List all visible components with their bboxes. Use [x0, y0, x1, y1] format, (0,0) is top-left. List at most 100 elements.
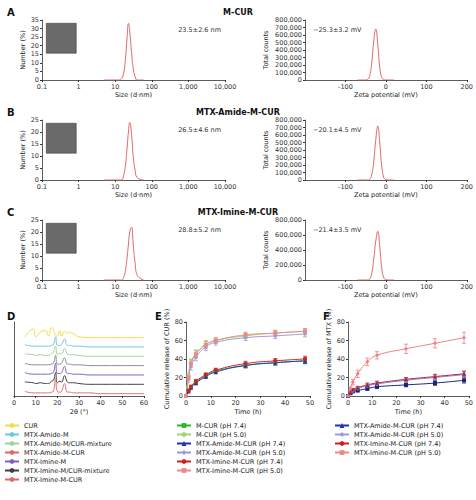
svg-text:0: 0 [384, 83, 388, 91]
svg-text:80: 80 [337, 318, 345, 326]
svg-text:600,000: 600,000 [275, 31, 302, 39]
svg-text:60: 60 [175, 337, 183, 345]
svg-text:40: 40 [175, 355, 183, 363]
svg-text:MTX-Amide-M-CUR (pH 7.4): MTX-Amide-M-CUR (pH 7.4) [354, 422, 443, 430]
svg-text:15: 15 [31, 140, 39, 148]
svg-text:MTX-Imine-M-CUR: MTX-Imine-M-CUR [24, 476, 83, 484]
svg-text:500,000: 500,000 [275, 139, 302, 147]
svg-text:Total counts: Total counts [262, 130, 270, 171]
svg-text:MTX-Amide-M/CUR-mixture: MTX-Amide-M/CUR-mixture [24, 440, 112, 448]
svg-text:300,000: 300,000 [275, 54, 302, 62]
svg-text:CUR: CUR [24, 422, 38, 430]
svg-text:50: 50 [118, 399, 126, 407]
svg-text:30: 30 [416, 399, 424, 407]
svg-text:10: 10 [111, 83, 119, 91]
svg-text:200: 200 [461, 83, 473, 91]
svg-text:400,000: 400,000 [275, 46, 302, 54]
svg-text:−20.1±4.5 mV: −20.1±4.5 mV [313, 126, 362, 134]
svg-text:30: 30 [31, 25, 39, 33]
svg-text:2θ (°): 2θ (°) [70, 408, 89, 416]
svg-text:F: F [323, 311, 330, 322]
svg-text:25: 25 [31, 33, 39, 41]
svg-text:C: C [7, 207, 14, 218]
svg-text:Total counts: Total counts [262, 30, 270, 71]
svg-text:MTX-Imine-M-CUR: MTX-Imine-M-CUR [198, 208, 279, 217]
svg-text:50: 50 [465, 399, 473, 407]
svg-text:30: 30 [75, 399, 83, 407]
svg-text:A: A [7, 7, 15, 18]
svg-text:1,000: 1,000 [179, 283, 198, 291]
svg-text:Size (d·nm): Size (d·nm) [115, 291, 152, 299]
svg-text:B: B [7, 107, 15, 118]
svg-text:M-CUR (pH 7.4): M-CUR (pH 7.4) [196, 422, 246, 430]
svg-text:MTX-Imine-M/CUR-mixture: MTX-Imine-M/CUR-mixture [24, 467, 109, 475]
svg-text:0: 0 [179, 392, 183, 400]
svg-text:10: 10 [111, 283, 119, 291]
svg-text:E: E [155, 311, 162, 322]
svg-text:Number (%): Number (%) [19, 230, 27, 269]
svg-text:MTX-Amide-M-CUR: MTX-Amide-M-CUR [196, 108, 280, 117]
svg-text:-100: -100 [338, 183, 353, 191]
svg-text:10: 10 [31, 252, 39, 260]
svg-text:1,000: 1,000 [179, 83, 198, 91]
svg-text:100: 100 [146, 183, 158, 191]
svg-text:10: 10 [32, 399, 40, 407]
svg-text:M-CUR: M-CUR [223, 8, 253, 17]
svg-text:1: 1 [77, 283, 81, 291]
svg-text:MTX-Imine-M: MTX-Imine-M [24, 458, 66, 466]
svg-text:30: 30 [256, 399, 264, 407]
svg-text:25: 25 [31, 116, 39, 124]
svg-text:M-CUR (pH 5.0): M-CUR (pH 5.0) [196, 431, 246, 439]
svg-text:0: 0 [341, 392, 345, 400]
svg-text:5: 5 [35, 67, 39, 75]
svg-text:0: 0 [384, 283, 388, 291]
svg-text:10,000: 10,000 [214, 183, 237, 191]
svg-text:MTX-Imine-M-CUR (pH 5.0): MTX-Imine-M-CUR (pH 5.0) [196, 467, 283, 475]
svg-text:28.8±5.2 nm: 28.8±5.2 nm [178, 226, 221, 234]
svg-text:0: 0 [298, 276, 302, 284]
svg-text:800,000: 800,000 [275, 16, 302, 24]
svg-text:20: 20 [175, 374, 183, 382]
svg-text:100,000: 100,000 [275, 169, 302, 177]
svg-text:MTX-Imine-M-CUR (pH 5.0): MTX-Imine-M-CUR (pH 5.0) [354, 449, 441, 457]
svg-text:MTX-Amide-M-CUR (pH 7.4): MTX-Amide-M-CUR (pH 7.4) [196, 440, 285, 448]
svg-text:20: 20 [392, 399, 400, 407]
svg-text:80: 80 [175, 318, 183, 326]
svg-text:15: 15 [31, 240, 39, 248]
svg-text:200,000: 200,000 [275, 261, 302, 269]
svg-text:10: 10 [368, 399, 376, 407]
svg-text:600,000: 600,000 [275, 231, 302, 239]
svg-text:20: 20 [31, 42, 39, 50]
svg-text:1,000: 1,000 [179, 183, 198, 191]
svg-text:Number (%): Number (%) [19, 30, 27, 69]
svg-text:−21.4±3.5 mV: −21.4±3.5 mV [313, 226, 362, 234]
svg-text:0.1: 0.1 [37, 183, 47, 191]
svg-text:0: 0 [384, 183, 388, 191]
svg-text:600,000: 600,000 [275, 131, 302, 139]
svg-text:MTX-Amide-M-CUR: MTX-Amide-M-CUR [24, 449, 85, 457]
svg-text:35: 35 [31, 16, 39, 24]
svg-text:23.5±2.6 nm: 23.5±2.6 nm [178, 26, 221, 34]
svg-text:400,000: 400,000 [275, 146, 302, 154]
svg-text:Total counts: Total counts [262, 230, 270, 271]
svg-text:Zeta potential (mV): Zeta potential (mV) [354, 91, 418, 99]
svg-text:Size (d·nm): Size (d·nm) [115, 91, 152, 99]
svg-text:800,000: 800,000 [275, 216, 302, 224]
svg-text:100: 100 [146, 83, 158, 91]
svg-text:D: D [7, 311, 15, 322]
svg-text:200: 200 [461, 183, 473, 191]
svg-text:Zeta potential (mV): Zeta potential (mV) [354, 191, 418, 199]
svg-text:50: 50 [306, 399, 314, 407]
svg-text:Number (%): Number (%) [19, 130, 27, 169]
svg-text:−25.3±3.2 mV: −25.3±3.2 mV [313, 26, 362, 34]
svg-text:25: 25 [31, 216, 39, 224]
svg-text:5: 5 [35, 164, 39, 172]
svg-text:5: 5 [35, 264, 39, 272]
svg-text:MTX-Amide-M-CUR (pH 5.0): MTX-Amide-M-CUR (pH 5.0) [354, 431, 443, 439]
svg-text:0: 0 [346, 399, 350, 407]
svg-text:100: 100 [146, 283, 158, 291]
svg-text:0: 0 [298, 176, 302, 184]
svg-text:Time (h): Time (h) [394, 408, 422, 416]
svg-text:20: 20 [53, 399, 61, 407]
svg-text:200: 200 [461, 283, 473, 291]
